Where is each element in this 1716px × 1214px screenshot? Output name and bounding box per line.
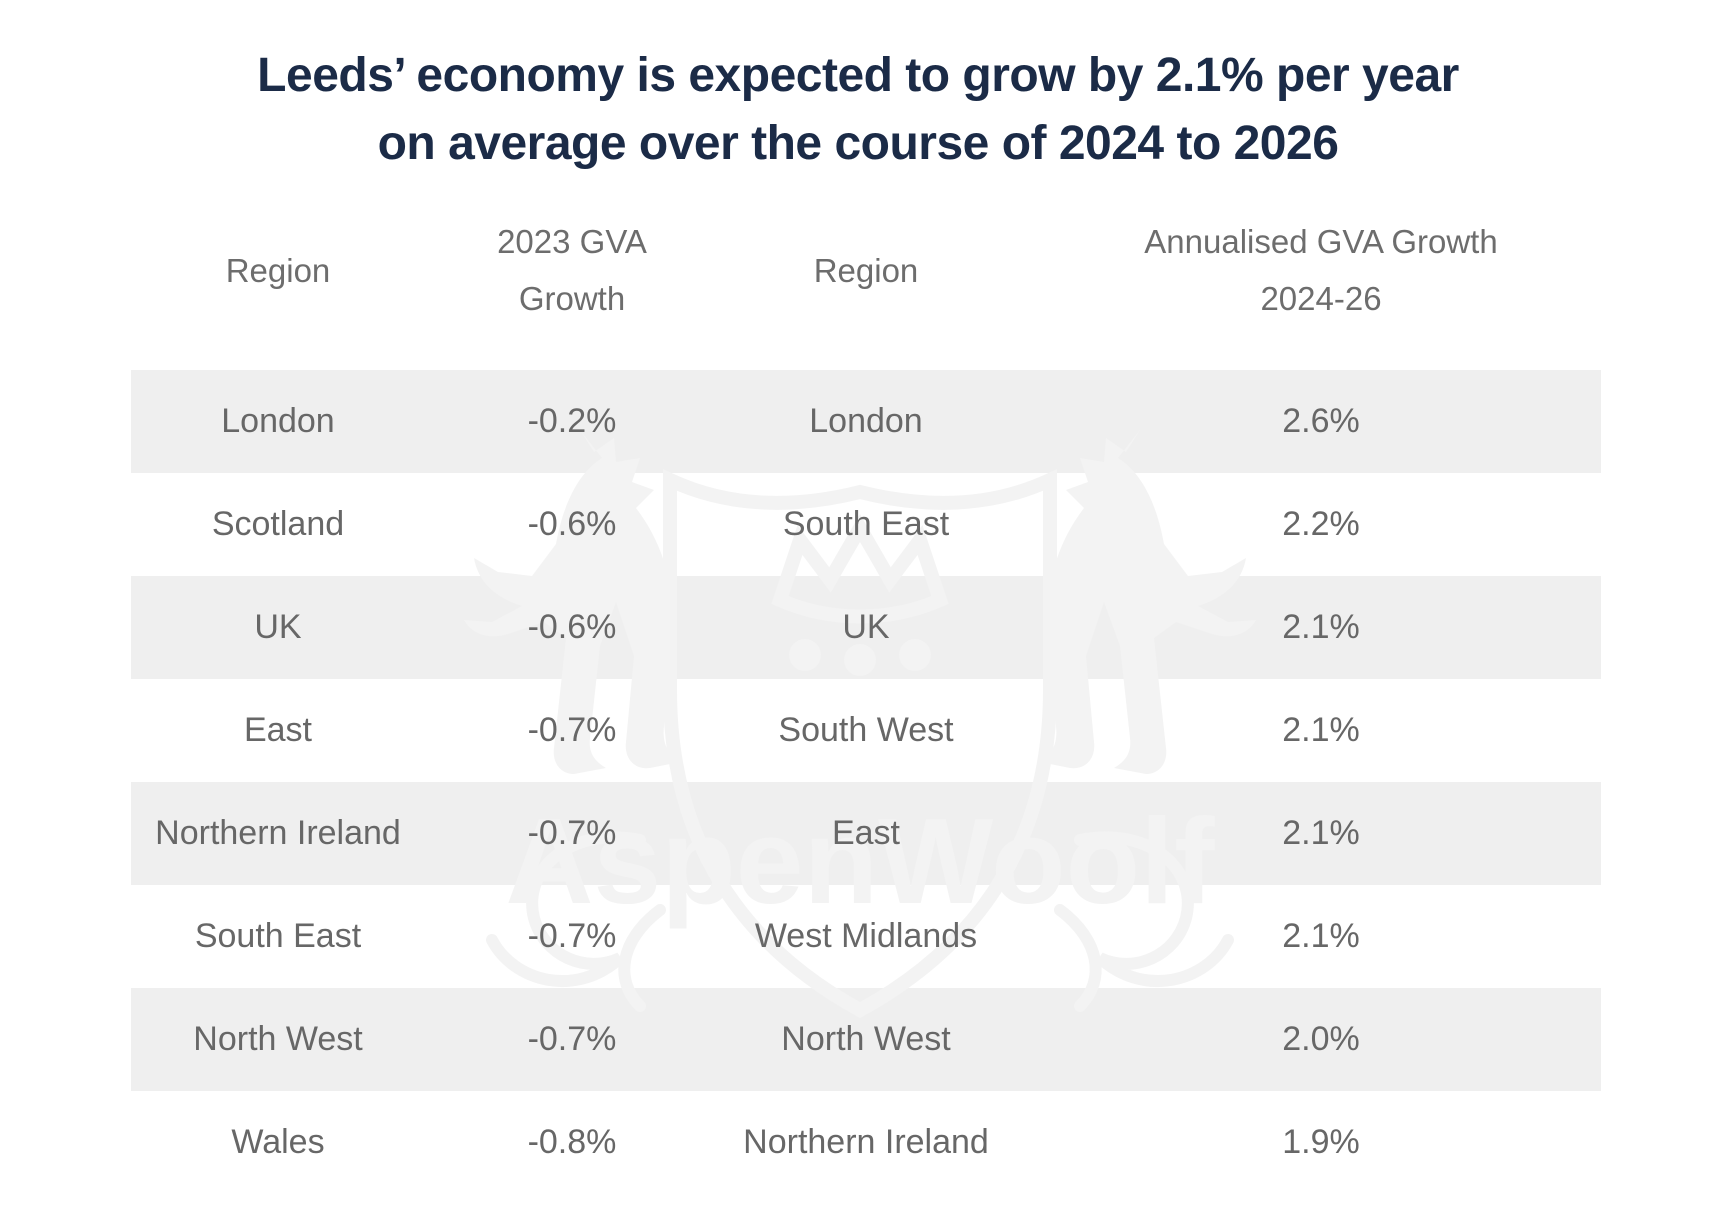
- gva-2024-26-cell: 2.1%: [1282, 711, 1360, 749]
- gva-2024-26-cell: 2.1%: [1282, 608, 1360, 646]
- gva-2023-cell: -0.2%: [527, 402, 617, 440]
- gva-2024-26-cell: 2.1%: [1282, 917, 1360, 955]
- gva-2024-26-cell: 2.1%: [1282, 814, 1360, 852]
- region-2024-26-cell: UK: [842, 608, 890, 646]
- region-2024-26-cell: South West: [778, 711, 954, 749]
- gva-2024-26-cell: 1.9%: [1282, 1123, 1360, 1161]
- header-region-2023: Region: [225, 251, 331, 289]
- table-row: Northern Ireland -0.7% East 2.1%: [131, 782, 1601, 885]
- chart-title-line1: Leeds’ economy is expected to grow by 2.…: [257, 49, 1459, 102]
- gva-2023-cell: -0.7%: [527, 917, 617, 955]
- table-row: Wales -0.8% Northern Ireland 1.9%: [131, 1091, 1601, 1194]
- gva-2024-26-cell: 2.6%: [1282, 402, 1360, 440]
- region-2023-cell: London: [221, 402, 335, 440]
- header-annualised-gva-growth: Annualised GVA Growth 2024-26: [1144, 223, 1498, 317]
- region-2024-26-cell: London: [809, 402, 923, 440]
- chart-title: Leeds’ economy is expected to grow by 2.…: [0, 42, 1716, 178]
- table-row: East -0.7% South West 2.1%: [131, 679, 1601, 782]
- gva-comparison-table: Region 2023 GVA Growth Region Annualised…: [131, 200, 1601, 1194]
- region-2023-cell: South East: [194, 917, 362, 955]
- table-row: UK -0.6% UK 2.1%: [131, 576, 1601, 679]
- region-2023-cell: North West: [193, 1020, 363, 1058]
- gva-2023-cell: -0.6%: [527, 505, 617, 543]
- table-body: London -0.2% London 2.6% Scotland -0.6% …: [131, 370, 1601, 1194]
- region-2023-cell: UK: [254, 608, 302, 646]
- table-row: North West -0.7% North West 2.0%: [131, 988, 1601, 1091]
- table-row: Scotland -0.6% South East 2.2%: [131, 473, 1601, 576]
- region-2023-cell: East: [243, 711, 313, 749]
- table-row: South East -0.7% West Midlands 2.1%: [131, 885, 1601, 988]
- region-2023-cell: Wales: [231, 1123, 325, 1161]
- gva-2023-cell: -0.7%: [527, 711, 617, 749]
- region-2024-26-cell: South East: [782, 505, 950, 543]
- gva-2024-26-cell: 2.0%: [1282, 1020, 1360, 1058]
- region-2024-26-cell: West Midlands: [754, 917, 978, 955]
- header-region-2024-26: Region: [813, 251, 919, 289]
- region-2023-cell: Scotland: [211, 505, 345, 543]
- region-2024-26-cell: East: [831, 814, 901, 852]
- gva-2023-cell: -0.7%: [527, 814, 617, 852]
- region-2024-26-cell: North West: [781, 1020, 951, 1058]
- gva-2023-cell: -0.6%: [527, 608, 617, 646]
- table-row: London -0.2% London 2.6%: [131, 370, 1601, 473]
- region-2023-cell: Northern Ireland: [155, 814, 401, 852]
- header-gva-2023: 2023 GVA Growth: [497, 223, 647, 317]
- chart-title-line2: on average over the course of 2024 to 20…: [377, 117, 1339, 170]
- gva-2024-26-cell: 2.2%: [1282, 505, 1360, 543]
- region-2024-26-cell: Northern Ireland: [743, 1123, 989, 1161]
- gva-2023-cell: -0.8%: [527, 1123, 617, 1161]
- table-header-row: Region 2023 GVA Growth Region Annualised…: [131, 200, 1601, 340]
- gva-2023-cell: -0.7%: [527, 1020, 617, 1058]
